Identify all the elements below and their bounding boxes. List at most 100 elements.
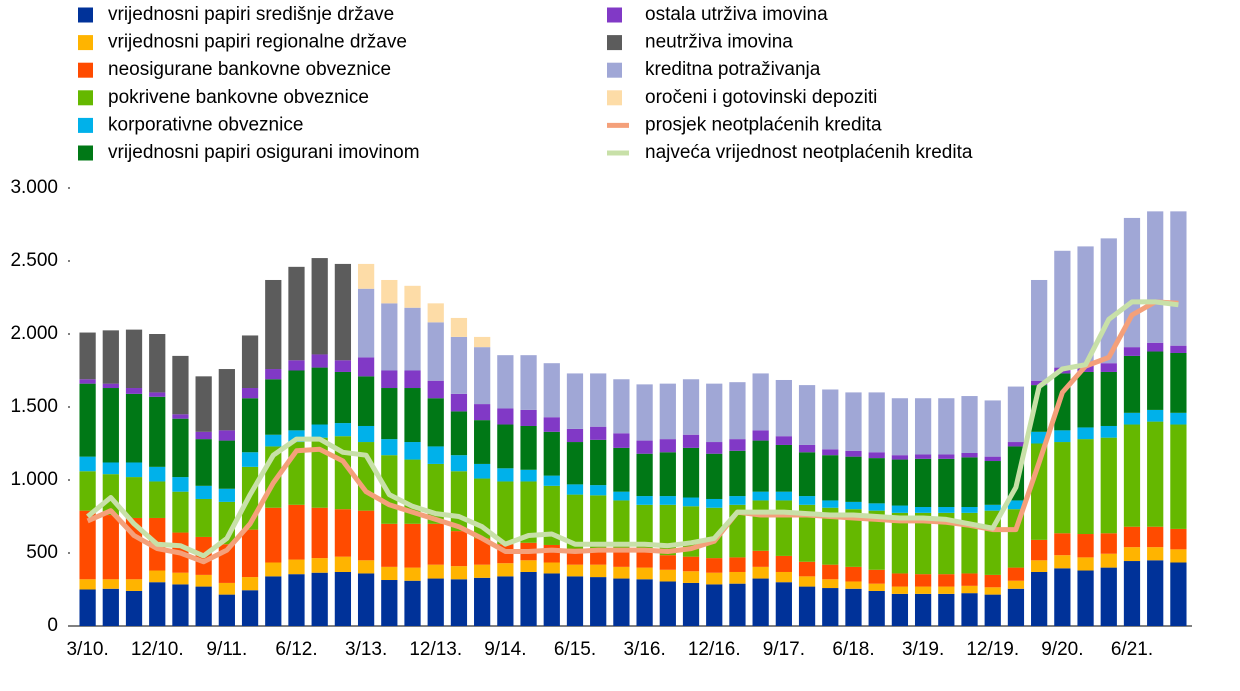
bar-segment — [427, 303, 444, 323]
bar-segment — [1031, 380, 1048, 386]
bar-segment — [195, 485, 212, 499]
bar-segment — [79, 579, 96, 590]
bar-segment — [659, 439, 676, 453]
bar-segment — [381, 580, 398, 626]
bar-segment — [1007, 580, 1025, 589]
bar-segment — [79, 332, 96, 380]
bar-segment — [868, 503, 885, 511]
bar-segment — [938, 507, 955, 513]
bar-segment — [1031, 539, 1048, 561]
bar-segment — [172, 584, 189, 626]
bar-segment — [891, 455, 909, 460]
bar-segment — [1100, 363, 1117, 372]
bar-segment — [891, 398, 909, 456]
bar-segment — [868, 583, 885, 591]
bar-segment — [868, 510, 885, 570]
bar-segment — [497, 424, 514, 469]
bar-segment — [357, 263, 375, 289]
bar-segment — [659, 452, 676, 497]
bar-segment — [404, 567, 421, 581]
bar-segment — [868, 458, 885, 504]
bar-segment — [613, 500, 630, 551]
bar-segment — [1123, 412, 1141, 425]
bar-segment — [729, 583, 746, 626]
bar-segment — [938, 458, 955, 508]
bar-segment — [682, 434, 700, 448]
bar-segment — [682, 556, 700, 572]
bar-segment — [1170, 562, 1187, 626]
bar-segment — [1077, 371, 1094, 428]
bar-segment — [79, 379, 96, 384]
bar-segment — [427, 446, 444, 464]
bar-segment — [1054, 250, 1071, 368]
bar-segment — [1054, 555, 1071, 569]
bar-segment — [311, 437, 328, 508]
bar-segment — [218, 594, 235, 626]
bar-segment — [195, 498, 212, 537]
bar-segment — [1100, 437, 1117, 534]
bar-segment — [891, 459, 909, 506]
bar-segment — [288, 430, 305, 443]
bar-segment — [172, 418, 189, 478]
bar-segment — [845, 501, 862, 510]
bar-segment — [102, 579, 119, 589]
bar-segment — [868, 590, 885, 626]
bar-segment — [334, 556, 352, 572]
y-tick-label: 2.000 — [10, 323, 58, 344]
bar-segment — [1077, 557, 1094, 571]
bar-segment — [520, 481, 537, 543]
bar-segment — [357, 560, 375, 574]
bar-segment — [357, 288, 375, 358]
bar-segment — [427, 523, 444, 565]
bar-segment — [914, 512, 932, 575]
bar-segment — [566, 484, 584, 495]
bar-segment — [752, 500, 769, 551]
bar-segment — [241, 590, 259, 626]
bar-segment — [752, 430, 769, 441]
legend-label: neutrživa imovina — [645, 32, 793, 53]
bar-segment — [450, 471, 468, 532]
bar-segment — [566, 576, 584, 626]
bar-segment — [427, 380, 444, 399]
bar-segment — [1100, 425, 1117, 438]
bar-segment — [775, 444, 792, 492]
bar-segment — [613, 550, 630, 567]
bar-segment — [1077, 570, 1094, 626]
bar-segment — [543, 485, 560, 545]
bar-segment — [218, 430, 235, 441]
bar-segment — [357, 376, 375, 426]
bar-segment — [1077, 246, 1094, 365]
bar-segment — [450, 336, 468, 394]
bar-segment — [798, 385, 816, 445]
legend-marker — [78, 145, 93, 161]
bar-segment — [241, 388, 259, 399]
bar-segment — [195, 574, 212, 587]
bar-segment — [102, 330, 119, 384]
bar-segment — [961, 507, 978, 513]
bar-segment — [775, 379, 792, 437]
bar-segment — [79, 383, 96, 457]
bar-segment — [450, 579, 468, 626]
x-tick-label: 6/18. — [832, 639, 874, 660]
x-tick-label: 3/16. — [623, 639, 665, 660]
bar-segment — [961, 396, 978, 453]
bar-segment — [404, 285, 421, 308]
bar-segment — [265, 507, 282, 563]
bar-segment — [775, 491, 792, 501]
bar-segment — [659, 504, 676, 556]
bar-segment — [891, 573, 909, 587]
bar-segment — [172, 414, 189, 419]
bar-segment — [613, 491, 630, 501]
bar-segment — [520, 425, 537, 470]
bar-segment — [706, 498, 723, 508]
bar-segment — [265, 434, 282, 447]
bar-segment — [1123, 347, 1141, 356]
legend-marker — [78, 35, 93, 51]
bar-segment — [613, 433, 630, 448]
bar-segment — [1170, 528, 1187, 550]
bar-segment — [311, 558, 328, 573]
bar-segment — [1123, 561, 1141, 626]
bar-segment — [822, 507, 839, 565]
bar-segment — [938, 593, 955, 626]
bar-segment — [961, 457, 978, 508]
